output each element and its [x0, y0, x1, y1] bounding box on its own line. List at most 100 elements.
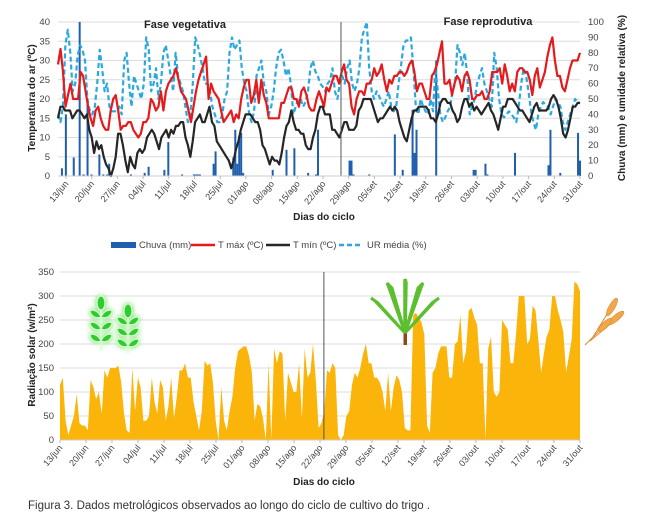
rain-bar: [549, 129, 552, 176]
x-tick-label: 04/jul: [121, 443, 142, 466]
rain-bar: [238, 135, 241, 176]
tmin-line: [56, 93, 580, 178]
legend-swatch-chuva: [111, 242, 136, 248]
rain-bar: [559, 172, 562, 176]
y-tick-label: 250: [38, 315, 54, 326]
rain-bar: [472, 169, 475, 176]
y-right-tick-label: 50: [588, 94, 599, 105]
rain-bar: [484, 163, 487, 176]
rain-bar: [129, 174, 132, 176]
x-tick-label: 15/ago: [276, 179, 301, 207]
rain-bar: [60, 168, 63, 176]
y-right-tick-label: 100: [588, 17, 604, 28]
y-right-tick-label: 80: [588, 48, 599, 59]
x-tick-label: 22/ago: [302, 179, 327, 207]
legend-label-tmax: T máx (ºC): [218, 240, 264, 251]
green-glowing-wheat-icon: [89, 295, 140, 353]
x-tick-label: 18/jul: [178, 179, 199, 202]
x-tick-label: 17/out: [509, 178, 533, 204]
rain-bar: [547, 165, 550, 176]
x-tick-label: 29/ago: [328, 179, 353, 207]
rain-bar: [196, 174, 199, 176]
right-y-axis-ticks: 0 10 20 30 40 50 60 70 80 90 100: [588, 17, 604, 182]
x-tick-label: 10/out: [484, 178, 508, 204]
solar-radiation-chart: 0 50 100 150 200 250 300 350 13/jun 20/jun 27/jun…: [27, 267, 625, 488]
rain-bar: [317, 129, 320, 176]
temperature-humidity-lines: [56, 20, 582, 178]
rain-bar: [348, 160, 351, 176]
x-tick-label: 24/out: [535, 178, 559, 204]
legend-item-tmax: T máx (ºC): [191, 240, 264, 251]
rain-bar: [513, 152, 516, 176]
x-tick-label: 03/out: [458, 178, 482, 204]
left-y-axis-ticks: 0 5 10 15 20 25 30 35 40: [39, 17, 50, 182]
x-tick-label: 01/ago: [225, 179, 250, 207]
rain-bar: [315, 174, 318, 176]
y-tick-label: 25: [39, 75, 50, 86]
rain-bar: [143, 172, 146, 176]
rain-bar: [577, 132, 580, 176]
y-tick-label: 0: [45, 171, 50, 182]
golden-wheat-ears-icon: [584, 297, 625, 346]
rain-bar: [194, 174, 197, 176]
legend-label-chuva: Chuva (mm): [139, 240, 191, 251]
rain-bar: [486, 174, 489, 176]
x-tick-label: 31/out: [561, 178, 585, 204]
x-tick-label: 13/jun: [41, 443, 64, 468]
x-tick-label: 05/set: [353, 442, 377, 468]
y-right-tick-label: 10: [588, 156, 599, 167]
bottom-x-axis-title: Dias do ciclo: [293, 477, 355, 488]
legend-item-ur: UR média (%): [339, 240, 427, 251]
x-tick-label: 13/jun: [47, 179, 70, 204]
x-tick-label: 27/jun: [99, 179, 122, 204]
rain-bar: [368, 174, 371, 176]
y-tick-label: 350: [38, 267, 54, 278]
y-tick-label: 0: [49, 435, 54, 446]
rain-bar: [167, 142, 170, 176]
y-right-tick-label: 60: [588, 79, 599, 90]
rain-bar: [415, 129, 418, 176]
x-tick-label: 08/ago: [247, 443, 272, 471]
legend-item-chuva: Chuva (mm): [111, 240, 191, 251]
rain-bar: [86, 99, 89, 176]
figure-caption: Figura 3. Dados metrológicos observados …: [28, 500, 431, 512]
radiation-area: [60, 281, 580, 440]
y-right-tick-label: 20: [588, 140, 599, 151]
x-tick-label: 10/out: [483, 442, 507, 468]
phase-label-reproductive: Fase reprodutiva: [444, 16, 534, 28]
rain-bar: [474, 169, 477, 176]
left-y-axis-title: Temperatura do ar (ºC): [27, 44, 38, 151]
y-tick-label: 40: [39, 17, 50, 28]
rain-bar: [72, 157, 75, 176]
rain-bar: [413, 152, 416, 176]
right-y-axis-title: Chuva (mm) e umidade relativa (%): [617, 15, 628, 181]
rain-bar: [214, 151, 217, 176]
y-tick-label: 10: [39, 133, 50, 144]
tmax-line: [56, 36, 582, 139]
x-tick-label: 31/out: [561, 442, 585, 468]
bottom-y-axis-title: Radiação solar (w/m²): [27, 303, 38, 406]
x-tick-label: 20/jun: [67, 443, 90, 468]
x-tick-label: 12/set: [379, 442, 403, 468]
y-right-tick-label: 30: [588, 125, 599, 136]
y-tick-label: 20: [39, 94, 50, 105]
x-axis-title: Dias do ciclo: [293, 212, 355, 223]
y-right-tick-label: 70: [588, 63, 599, 74]
rain-bar: [393, 134, 396, 176]
rain-bar: [307, 172, 310, 176]
y-tick-label: 15: [39, 113, 50, 124]
ur-media-line: [56, 20, 581, 131]
rain-bar: [285, 149, 288, 176]
rain-bar: [102, 174, 105, 176]
y-right-tick-label: 0: [588, 171, 593, 182]
x-tick-label: 24/out: [535, 442, 559, 468]
rain-bar: [147, 166, 150, 176]
rain-bar: [192, 174, 195, 176]
rain-bar: [90, 174, 93, 176]
legend: Chuva (mm) T máx (ºC) T mín (ºC) UR médi…: [111, 240, 427, 251]
x-tick-label: 19/set: [407, 178, 431, 204]
y-tick-label: 100: [38, 387, 54, 398]
y-right-tick-label: 90: [588, 32, 599, 43]
x-tick-label: 22/ago: [299, 443, 324, 471]
